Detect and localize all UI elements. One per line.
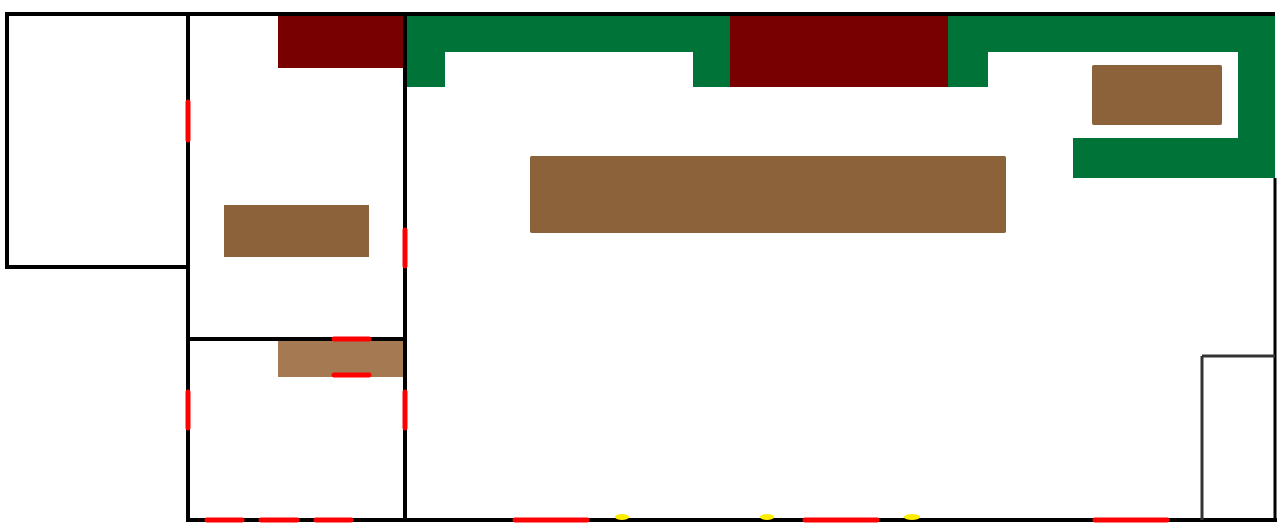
- walls: [5, 12, 1277, 522]
- appliance-room-a: [278, 14, 405, 68]
- table-large: [530, 156, 1006, 233]
- light-icon: [615, 514, 629, 520]
- counter-leg-left: [405, 14, 445, 87]
- counter-leg-mid-right: [948, 14, 988, 87]
- lights: [615, 514, 920, 520]
- appliance-main: [730, 14, 948, 87]
- doors: [185, 99, 1170, 523]
- table-room-a: [224, 205, 369, 257]
- counter-bottom-bar: [1073, 138, 1275, 178]
- room-left: [5, 12, 190, 269]
- table-small-right: [1092, 65, 1222, 125]
- light-icon: [760, 514, 774, 520]
- light-icon: [904, 514, 920, 520]
- counter-leg-mid-left: [693, 14, 733, 87]
- closet: [1200, 354, 1275, 520]
- bench-room-b: [278, 341, 405, 377]
